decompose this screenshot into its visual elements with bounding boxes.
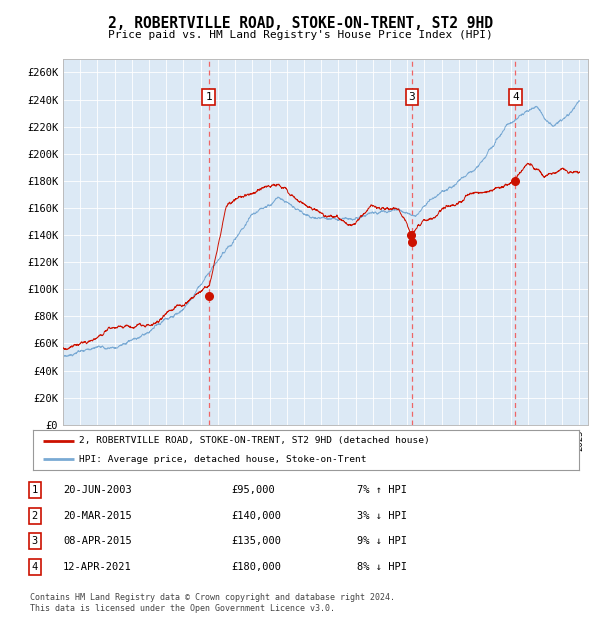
Text: HPI: Average price, detached house, Stoke-on-Trent: HPI: Average price, detached house, Stok…	[79, 454, 367, 464]
Text: 7% ↑ HPI: 7% ↑ HPI	[357, 485, 407, 495]
Text: 2, ROBERTVILLE ROAD, STOKE-ON-TRENT, ST2 9HD: 2, ROBERTVILLE ROAD, STOKE-ON-TRENT, ST2…	[107, 16, 493, 31]
Text: 20-JUN-2003: 20-JUN-2003	[63, 485, 132, 495]
Text: £135,000: £135,000	[231, 536, 281, 546]
Text: £95,000: £95,000	[231, 485, 275, 495]
Text: 3% ↓ HPI: 3% ↓ HPI	[357, 511, 407, 521]
Text: 8% ↓ HPI: 8% ↓ HPI	[357, 562, 407, 572]
Text: 20-MAR-2015: 20-MAR-2015	[63, 511, 132, 521]
Text: Contains HM Land Registry data © Crown copyright and database right 2024.
This d: Contains HM Land Registry data © Crown c…	[30, 593, 395, 613]
Text: 2, ROBERTVILLE ROAD, STOKE-ON-TRENT, ST2 9HD (detached house): 2, ROBERTVILLE ROAD, STOKE-ON-TRENT, ST2…	[79, 436, 430, 445]
Text: 12-APR-2021: 12-APR-2021	[63, 562, 132, 572]
Text: 9% ↓ HPI: 9% ↓ HPI	[357, 536, 407, 546]
Text: £180,000: £180,000	[231, 562, 281, 572]
Text: 1: 1	[32, 485, 38, 495]
Text: 3: 3	[32, 536, 38, 546]
Text: Price paid vs. HM Land Registry's House Price Index (HPI): Price paid vs. HM Land Registry's House …	[107, 30, 493, 40]
Text: 3: 3	[409, 92, 415, 102]
Text: 1: 1	[205, 92, 212, 102]
Text: 08-APR-2015: 08-APR-2015	[63, 536, 132, 546]
Text: 2: 2	[32, 511, 38, 521]
Text: £140,000: £140,000	[231, 511, 281, 521]
Text: 4: 4	[32, 562, 38, 572]
Text: 4: 4	[512, 92, 519, 102]
